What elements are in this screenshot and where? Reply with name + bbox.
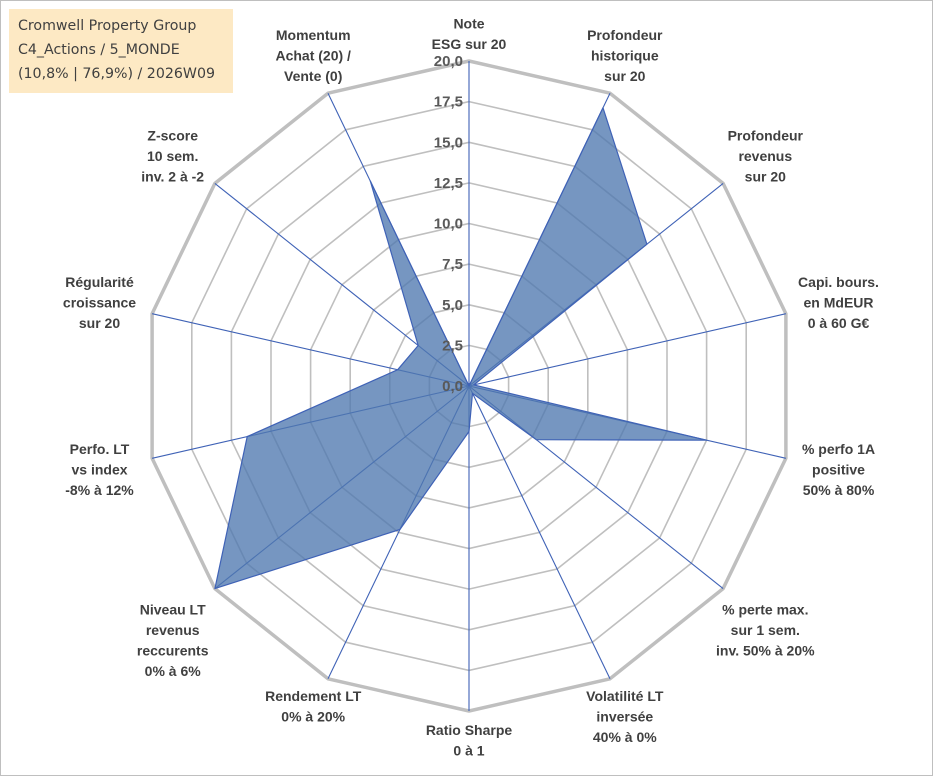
- axis-label-10-line-2: revenus: [146, 622, 200, 638]
- axis-label-4-line-3: 0 à 60 G€: [808, 315, 870, 331]
- axis-label-5: % perfo 1A positive 50% à 80%: [802, 441, 875, 498]
- data-series-area: [214, 107, 708, 590]
- axis-label-4-line-2: en MdEUR: [804, 295, 874, 311]
- axis-label-11-line-1: Perfo. LT: [70, 441, 130, 457]
- axis-label-9-line-2: 0% à 20%: [281, 708, 345, 724]
- axis-label-10-line-3: reccurents: [137, 643, 209, 659]
- axis-spoke-7: [468, 385, 611, 680]
- tick-label-0: 0,0: [442, 378, 463, 395]
- tick-label-6: 15,0: [434, 134, 463, 151]
- tick-label-5: 12,5: [434, 175, 463, 192]
- axis-label-5-line-1: % perfo 1A: [802, 441, 875, 457]
- axis-label-8-line-1: Ratio Sharpe: [426, 722, 513, 738]
- tick-label-8: 20,0: [434, 53, 463, 70]
- tick-labels: 0,0 2,5 5,0 7,5 10,0 12,5 15,0 17,5 20,0: [434, 53, 463, 395]
- axis-label-3-line-3: sur 20: [745, 168, 786, 184]
- tick-label-2: 5,0: [442, 297, 463, 314]
- tick-label-1: 2,5: [442, 337, 463, 354]
- axis-label-13-line-2: 10 sem.: [147, 148, 198, 164]
- axis-label-3: Profondeur revenus sur 20: [728, 127, 804, 184]
- tick-label-4: 10,0: [434, 216, 463, 233]
- axis-label-1: Note ESG sur 20: [432, 16, 507, 53]
- axis-label-5-line-2: positive: [812, 461, 865, 477]
- axis-label-2: Profondeur historique sur 20: [587, 27, 663, 84]
- axis-label-6: % perte max. sur 1 sem. inv. 50% à 20%: [716, 602, 815, 659]
- axis-label-6-line-2: sur 1 sem.: [731, 622, 800, 638]
- title-line-1: Cromwell Property Group: [18, 18, 197, 34]
- axis-label-7-line-1: Volatilité LT: [586, 688, 664, 704]
- axis-label-4-line-1: Capi. bours.: [798, 274, 879, 290]
- axis-label-10-line-4: 0% à 6%: [145, 663, 202, 679]
- axis-label-14-line-1: Momentum: [276, 27, 351, 43]
- axis-label-12-line-1: Régularité: [65, 274, 134, 290]
- axis-label-4: Capi. bours. en MdEUR 0 à 60 G€: [798, 274, 879, 331]
- axis-label-14-line-3: Vente (0): [284, 68, 342, 84]
- axis-label-8-line-2: 0 à 1: [453, 743, 484, 759]
- chart-title-box: Cromwell Property Group C4_Actions / 5_M…: [9, 9, 233, 93]
- axis-label-7-line-3: 40% à 0%: [593, 729, 657, 745]
- axis-label-12-line-3: sur 20: [79, 315, 120, 331]
- tick-label-7: 17,5: [434, 94, 463, 111]
- axis-label-6-line-3: inv. 50% à 20%: [716, 643, 815, 659]
- axis-label-9: Rendement LT 0% à 20%: [265, 688, 362, 725]
- axis-spoke-4: [468, 313, 787, 387]
- axis-label-13: Z-score 10 sem. inv. 2 à -2: [141, 127, 204, 184]
- axis-label-7: Volatilité LT inversée 40% à 0%: [586, 688, 664, 745]
- axis-label-10: Niveau LT revenus reccurents 0% à 6%: [137, 602, 209, 680]
- axis-label-12: Régularité croissance sur 20: [63, 274, 136, 331]
- axis-label-2-line-3: sur 20: [604, 68, 645, 84]
- axis-label-1-line-1: Note: [453, 16, 484, 32]
- axis-label-8: Ratio Sharpe 0 à 1: [426, 722, 513, 759]
- axis-label-11-line-2: vs index: [71, 461, 127, 477]
- axis-label-2-line-1: Profondeur: [587, 27, 663, 43]
- axis-labels: Note ESG sur 20 Profondeur historique sur 20…: [63, 16, 879, 759]
- title-line-2: C4_Actions / 5_MONDE: [18, 42, 180, 58]
- axis-label-11-line-3: -8% à 12%: [65, 482, 134, 498]
- axis-label-3-line-1: Profondeur: [728, 127, 804, 143]
- axis-label-1-line-2: ESG sur 20: [432, 36, 507, 52]
- axis-label-11: Perfo. LT vs index -8% à 12%: [65, 441, 134, 498]
- axis-label-5-line-3: 50% à 80%: [803, 482, 875, 498]
- axis-label-14: Momentum Achat (20) / Vente (0): [275, 27, 351, 84]
- axis-label-6-line-1: % perte max.: [722, 602, 808, 618]
- axis-label-9-line-1: Rendement LT: [265, 688, 362, 704]
- axis-label-7-line-2: inversée: [596, 708, 653, 724]
- axis-label-12-line-2: croissance: [63, 295, 136, 311]
- axis-label-13-line-1: Z-score: [147, 127, 198, 143]
- axis-label-13-line-3: inv. 2 à -2: [141, 168, 204, 184]
- axis-label-10-line-1: Niveau LT: [140, 602, 206, 618]
- axis-label-2-line-2: historique: [591, 48, 659, 64]
- axis-label-14-line-2: Achat (20) /: [275, 48, 351, 64]
- title-line-3: (10,8% | 76,9%) / 2026W09: [18, 66, 215, 82]
- tick-label-3: 7,5: [442, 256, 463, 273]
- axis-label-3-line-2: revenus: [738, 148, 792, 164]
